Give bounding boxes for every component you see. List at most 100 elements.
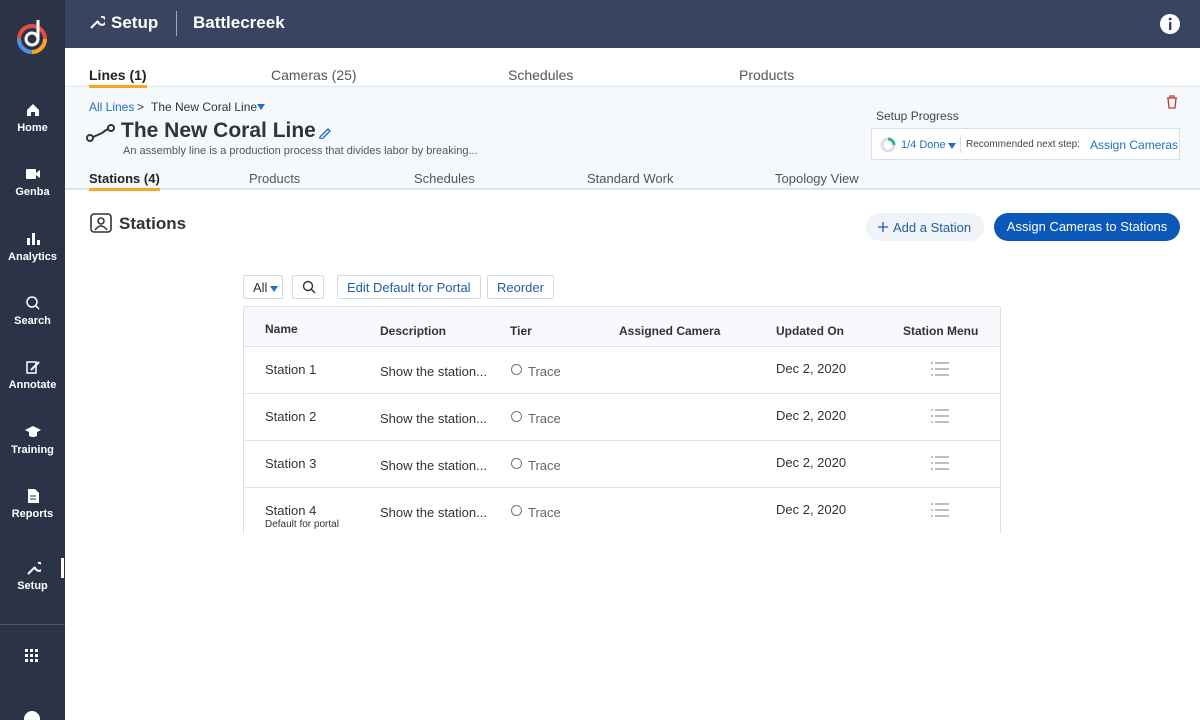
nav-label: Analytics xyxy=(8,251,57,263)
station-description: Show the station... xyxy=(380,505,487,520)
reorder-button[interactable]: Reorder xyxy=(487,275,554,299)
org-name: Battlecreek xyxy=(193,13,285,32)
delete-icon[interactable] xyxy=(1166,95,1178,109)
nav-icon xyxy=(25,296,40,310)
next-step-label: Recommended next step: xyxy=(966,139,1080,150)
dropdown-arrow xyxy=(270,286,279,292)
station-tier: Trace xyxy=(528,364,561,379)
nav-item[interactable]: Genba xyxy=(0,166,65,198)
active-indicator xyxy=(61,558,64,578)
table-row: Station 3 Show the station... Trace Dec 2, … xyxy=(244,440,1000,487)
menu-icon xyxy=(931,362,949,376)
progress-ring xyxy=(880,137,896,153)
divider xyxy=(0,624,65,625)
sub-tab[interactable]: Schedules xyxy=(414,171,475,186)
nav-icon xyxy=(26,233,40,245)
progress-label: Setup Progress xyxy=(876,109,959,123)
search-icon xyxy=(302,280,316,294)
menu-icon xyxy=(931,456,949,470)
menu-icon xyxy=(931,503,949,517)
updated-on: Dec 2, 2020 xyxy=(776,455,847,470)
table-row: Station 2 Show the station... Trace Dec 2, … xyxy=(244,393,1000,440)
stations-icon xyxy=(90,213,112,233)
station-note: Default for portal xyxy=(265,519,339,530)
line-description: An assembly line is a production process… xyxy=(123,145,478,157)
line-title: The New Coral Line xyxy=(121,119,316,142)
help-icon[interactable] xyxy=(24,710,40,720)
dropdown-arrow[interactable] xyxy=(948,143,956,149)
updated-on: Dec 2, 2020 xyxy=(776,408,847,423)
breadcrumb-link[interactable]: All Lines xyxy=(89,100,135,114)
column-header: Updated On xyxy=(776,324,844,338)
nav-label: Setup xyxy=(17,580,48,592)
nav-item[interactable]: Home xyxy=(0,102,65,134)
filter-value: All xyxy=(253,280,268,295)
tier-icon xyxy=(511,364,522,375)
search-button[interactable] xyxy=(292,275,324,299)
station-menu[interactable] xyxy=(931,409,949,423)
sub-tab[interactable]: Stations (4) xyxy=(89,171,160,191)
station-tier: Trace xyxy=(528,458,561,473)
next-step-action[interactable]: Assign Cameras xyxy=(1090,138,1179,152)
edit-icon[interactable] xyxy=(318,126,331,139)
tier-icon xyxy=(511,505,522,516)
button-label: Add a Station xyxy=(893,220,972,235)
info-icon[interactable] xyxy=(1159,13,1181,35)
sub-tab[interactable]: Topology View xyxy=(775,171,859,186)
station-menu[interactable] xyxy=(931,362,949,376)
tier-icon xyxy=(511,458,522,469)
top-tab[interactable]: Schedules xyxy=(508,67,574,83)
menu-icon xyxy=(931,409,949,423)
station-tier: Trace xyxy=(528,411,561,426)
add-station-button[interactable]: Add a Station xyxy=(866,213,984,241)
stations-table: Name Description Tier Assigned Camera Update… xyxy=(243,306,1001,534)
station-menu[interactable] xyxy=(931,503,949,517)
nav-icon xyxy=(25,361,40,374)
top-tab[interactable]: Products xyxy=(739,67,795,83)
line-icon xyxy=(86,124,115,142)
header-title: Setup xyxy=(111,13,159,32)
top-tab[interactable]: Lines (1) xyxy=(89,67,147,88)
nav-icon xyxy=(24,426,41,437)
nav-item[interactable]: Annotate xyxy=(0,359,65,391)
nav-item[interactable]: Analytics xyxy=(0,231,65,263)
station-description: Show the station... xyxy=(380,364,487,379)
nav-item[interactable]: Reports xyxy=(0,488,65,520)
station-menu[interactable] xyxy=(931,456,949,470)
progress-box: 1/4 Done Recommended next step: Assign C… xyxy=(871,128,1180,160)
nav-label: Search xyxy=(14,315,51,327)
edit-default-button[interactable]: Edit Default for Portal xyxy=(337,275,481,299)
nav-label: Annotate xyxy=(8,379,57,391)
nav-item[interactable]: Training xyxy=(0,424,65,456)
sub-tab[interactable]: Standard Work xyxy=(587,171,674,186)
column-header: Assigned Camera xyxy=(619,324,721,338)
table-row: Station 4 Default for portal Show the stat… xyxy=(244,487,1000,534)
breadcrumb-separator: > xyxy=(137,100,145,114)
progress-status[interactable]: 1/4 Done xyxy=(901,139,946,151)
filter-dropdown[interactable]: All xyxy=(243,275,283,299)
wrench-icon xyxy=(90,15,105,29)
nav-label: Reports xyxy=(11,508,54,520)
header: Setup Battlecreek xyxy=(65,0,1200,48)
station-name: Station 4 xyxy=(265,503,317,518)
sub-tab[interactable]: Products xyxy=(249,171,301,186)
assign-cameras-button[interactable]: Assign Cameras to Stations xyxy=(994,213,1180,241)
station-description: Show the station... xyxy=(380,411,487,426)
nav-label: Training xyxy=(11,444,54,456)
tier-icon xyxy=(511,411,522,422)
breadcrumb-current: The New Coral Line xyxy=(151,100,258,114)
nav-icon xyxy=(26,561,41,575)
station-name: Station 1 xyxy=(265,362,317,377)
nav-label: Home xyxy=(17,122,48,134)
nav-icon xyxy=(26,104,39,116)
column-header: Description xyxy=(380,324,447,338)
dropdown-arrow[interactable] xyxy=(257,104,265,110)
nav-label: Genba xyxy=(15,186,50,198)
apps-icon[interactable] xyxy=(25,649,39,663)
nav-item[interactable]: Setup xyxy=(0,560,65,592)
nav-item[interactable]: Search xyxy=(0,295,65,327)
top-tab[interactable]: Cameras (25) xyxy=(271,67,357,83)
nav-icon xyxy=(25,169,40,179)
column-header: Tier xyxy=(510,324,532,338)
